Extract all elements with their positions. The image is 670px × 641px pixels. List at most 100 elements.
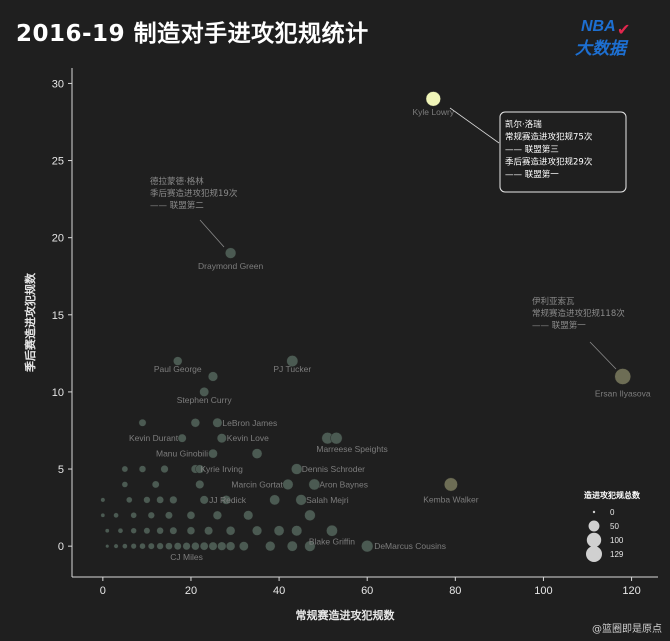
data-point: [304, 509, 316, 521]
point-label: Blake Griffin: [309, 537, 355, 547]
x-axis-title: 常规赛造进攻犯规数: [296, 608, 396, 622]
data-point: [195, 464, 205, 474]
data-point: [216, 433, 227, 444]
size-legend-circle: [585, 545, 603, 563]
data-point: [444, 477, 458, 492]
data-point: [138, 418, 147, 427]
data-point: [217, 541, 227, 551]
data-point: [269, 494, 280, 506]
annotation-lowry: 凯尔·洛瑞: [505, 119, 542, 130]
size-legend-label: 0: [610, 508, 615, 517]
point-label: Stephen Curry: [177, 395, 233, 405]
size-legend-circle: [592, 510, 596, 514]
y-axis-title: 季后赛造进攻犯规数: [23, 272, 37, 373]
data-point: [204, 526, 213, 536]
point-label: DeMarcus Cousins: [374, 541, 446, 551]
x-tick-label: 40: [273, 585, 285, 597]
point-label: Marcin Gortat: [231, 479, 283, 489]
data-point: [105, 544, 110, 549]
point-label: LeBron James: [222, 418, 277, 428]
data-point: [265, 541, 276, 552]
annotation-lowry: —— 联盟第一: [505, 169, 559, 180]
data-point: [186, 526, 196, 535]
point-label: Kevin Love: [227, 433, 269, 443]
data-point: [273, 525, 285, 536]
data-point: [173, 542, 182, 551]
data-point: [139, 542, 146, 550]
data-point: [207, 371, 218, 382]
logo-nba-text: NBA: [581, 18, 616, 35]
point-label: Paul George: [154, 364, 202, 374]
point-label: Kevin Durant: [129, 433, 179, 443]
point-label: Ersan Ilyasova: [595, 388, 651, 398]
y-tick-label: 25: [52, 156, 64, 168]
data-point: [286, 540, 298, 552]
y-tick-label: 30: [52, 78, 64, 90]
point-label: Salah Mejri: [306, 495, 349, 505]
point-label: Manu Ginobili: [156, 449, 208, 459]
size-legend-circle: [588, 520, 600, 532]
data-point: [308, 478, 321, 491]
data-point: [225, 247, 237, 259]
data-point: [169, 495, 178, 504]
data-point: [147, 542, 155, 550]
size-legend-label: 50: [610, 522, 619, 531]
data-point: [212, 417, 223, 428]
data-point: [100, 497, 106, 503]
annotation-leader-draymond: [199, 219, 225, 248]
data-point: [169, 526, 178, 535]
data-point: [361, 540, 374, 553]
size-legend-circle: [586, 532, 602, 548]
data-point: [295, 494, 307, 506]
data-point: [425, 91, 441, 107]
data-point: [221, 495, 231, 505]
data-point: [291, 525, 303, 537]
data-point: [330, 432, 343, 445]
y-tick-label: 10: [52, 387, 64, 399]
data-point: [208, 448, 218, 459]
annotation-lowry: 常规赛造进攻犯规75次: [505, 132, 593, 143]
data-point: [143, 496, 151, 504]
data-point: [326, 524, 338, 537]
data-point: [147, 511, 155, 519]
nba-data-logo: NBA ✔ 大数据: [575, 18, 645, 62]
data-point: [225, 541, 236, 551]
annotation-leader-lowry: [449, 107, 500, 144]
y-tick-label: 20: [52, 233, 64, 245]
point-label: JJ Redick: [209, 495, 247, 505]
data-point: [165, 542, 173, 550]
size-legend-label: 129: [610, 550, 624, 559]
annotation-leader-ilyasova: [589, 341, 617, 370]
data-point: [143, 527, 151, 535]
annotation-draymond: —— 联盟第二: [150, 200, 204, 211]
chart-title: 2016-19 制造对手进攻犯规统计: [16, 21, 369, 47]
x-tick-label: 60: [361, 585, 373, 597]
y-tick-label: 15: [52, 310, 64, 322]
data-point: [199, 495, 209, 505]
x-tick-label: 100: [534, 585, 552, 597]
data-point: [282, 478, 294, 490]
data-point: [104, 528, 110, 533]
data-point: [199, 387, 210, 397]
data-point: [130, 512, 137, 519]
point-label: Kyle Lowry: [413, 107, 455, 117]
data-point: [121, 481, 129, 488]
data-point: [195, 479, 205, 489]
x-tick-label: 0: [100, 585, 106, 597]
data-point: [130, 527, 137, 534]
y-tick-label: 0: [58, 541, 64, 553]
annotation-draymond: 德拉蒙德·格林: [150, 176, 204, 187]
logo-bigdata-text: 大数据: [575, 39, 626, 59]
x-tick-label: 80: [449, 585, 461, 597]
watermark: @篮圈即是原点: [592, 624, 662, 635]
data-point: [122, 543, 128, 549]
data-point: [212, 510, 222, 520]
data-point: [121, 465, 129, 473]
data-point: [199, 541, 209, 551]
data-point: [191, 542, 200, 551]
annotation-ilyasova: 伊利亚索瓦: [532, 296, 575, 307]
data-point: [190, 418, 200, 428]
data-point: [304, 540, 316, 552]
point-label: Kemba Walker: [423, 494, 479, 504]
